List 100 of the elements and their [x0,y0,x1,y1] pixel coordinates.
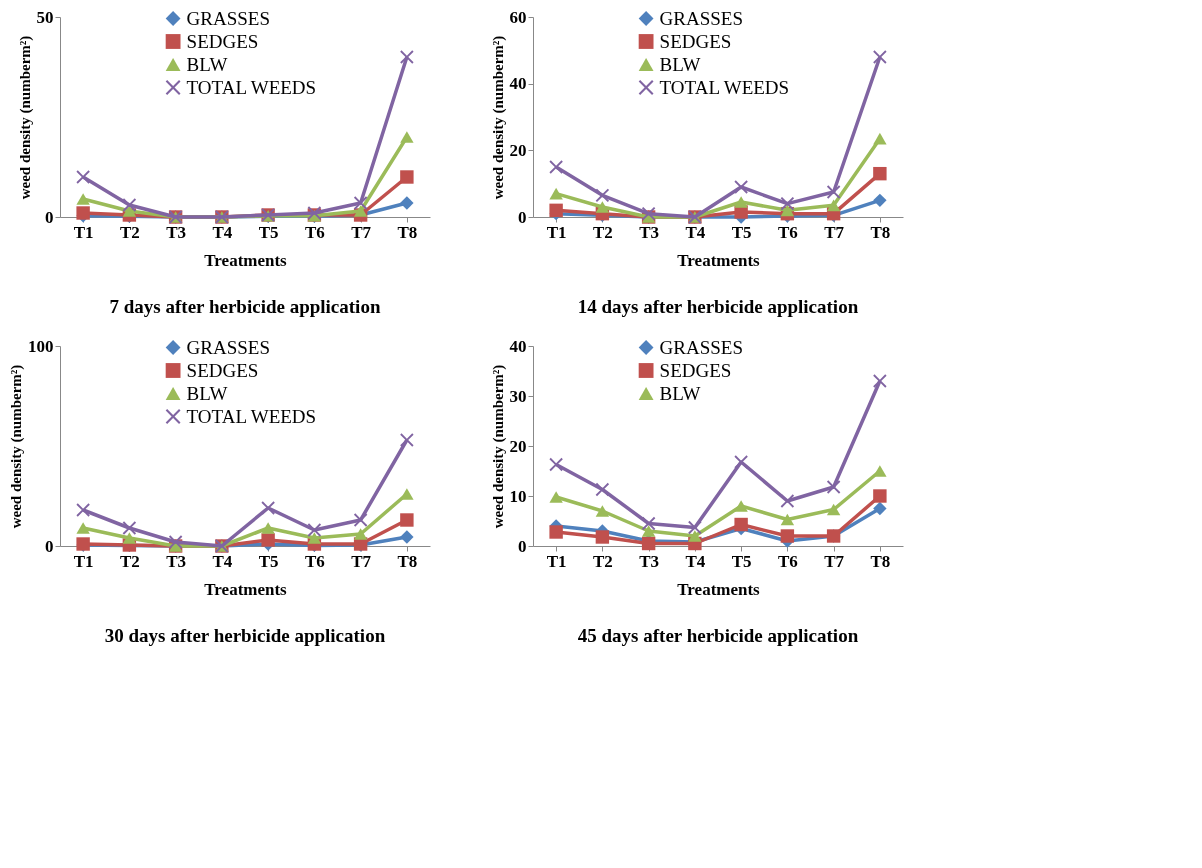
point [261,522,275,534]
y-axis-title: weed density (numberm²) [16,35,34,200]
point [400,170,414,184]
y-tick-label: 40 [509,74,527,94]
y-tick-label: 0 [45,207,54,227]
point [400,196,414,210]
x-axis-title: Treatments [204,579,288,599]
point [734,455,748,469]
point [595,482,610,497]
point [641,206,656,221]
x-tick-label: T4 [212,222,233,242]
point [549,491,563,503]
x-tick-label: T6 [304,222,325,242]
x-tick-label: T5 [731,222,752,242]
x-tick-label: T8 [397,551,418,571]
point [873,166,887,181]
x-tick-label: T1 [546,551,567,571]
legend-label: BLW [659,382,701,404]
y-tick-label: 0 [518,536,527,556]
legend-label: BLW [659,53,701,75]
point [595,188,610,203]
x-tick-label: T6 [777,222,798,242]
legend-label: TOTAL WEEDS [659,76,790,98]
x-tick-label: T2 [119,222,140,242]
x-axis-title: Treatments [677,579,761,599]
point [641,525,656,537]
x-tick-label: T4 [685,222,706,242]
legend-label: BLW [186,53,228,75]
point [641,516,656,531]
point [261,533,275,547]
point [826,503,841,516]
point [873,374,887,388]
legend-label: SEDGES [659,359,732,381]
point [400,131,414,143]
legend-label: GRASSES [186,336,271,358]
x-axis-title: Treatments [204,250,288,270]
y-tick-label: 0 [518,207,527,227]
point [873,193,887,208]
y-tick-label: 60 [509,7,527,27]
point [780,529,795,543]
y-tick-label: 50 [36,7,54,27]
x-tick-label: T8 [870,222,891,242]
x-tick-label: T2 [592,222,613,242]
point [122,205,137,217]
point [780,513,795,526]
x-tick-label: T3 [166,551,187,571]
x-tick-label: T4 [685,551,706,571]
point [549,525,563,539]
y-tick-label: 10 [509,486,527,506]
point [76,503,90,517]
text: 30 days after herbicide application [104,625,386,646]
x-tick-label: T4 [212,551,233,571]
point [261,501,275,515]
point [76,193,90,205]
y-axis-title: weed density (numberm²) [489,364,507,529]
point [595,530,610,544]
point [400,488,414,500]
point [873,50,887,64]
point [595,505,610,517]
legend-label: SEDGES [659,30,732,52]
x-tick-label: T8 [397,222,418,242]
x-tick-label: T1 [73,551,94,571]
y-tick-label: 40 [509,336,527,356]
point [400,513,414,527]
x-tick-label: T5 [731,551,752,571]
point [734,500,748,512]
x-tick-label: T7 [824,222,845,242]
x-axis-title: Treatments [677,250,761,270]
point [780,196,795,211]
x-tick-label: T7 [351,222,372,242]
x-tick-label: T1 [546,222,567,242]
point [873,132,887,145]
text: 45 days after herbicide application [577,625,859,646]
y-tick-label: 20 [509,436,527,456]
point [76,170,90,184]
legend-label: TOTAL WEEDS [186,405,317,427]
x-tick-label: T3 [166,222,187,242]
point [400,530,414,544]
y-tick-label: 20 [509,140,527,160]
x-tick-label: T2 [119,551,140,571]
y-tick-label: 100 [28,336,54,356]
point [595,201,610,213]
point [734,196,748,208]
legend-label: GRASSES [659,7,744,29]
x-tick-label: T7 [824,551,845,571]
x-tick-label: T2 [592,551,613,571]
x-tick-label: T5 [258,222,279,242]
x-tick-label: T7 [351,551,372,571]
x-tick-label: T1 [73,222,94,242]
point [873,465,887,477]
point [76,522,90,534]
x-tick-label: T6 [304,551,325,571]
point [873,501,887,516]
x-tick-label: T3 [639,551,660,571]
point [400,433,414,447]
x-tick-label: T3 [639,222,660,242]
point [549,187,563,200]
x-tick-label: T8 [870,551,891,571]
legend-label: GRASSES [659,336,744,358]
point [688,530,702,542]
